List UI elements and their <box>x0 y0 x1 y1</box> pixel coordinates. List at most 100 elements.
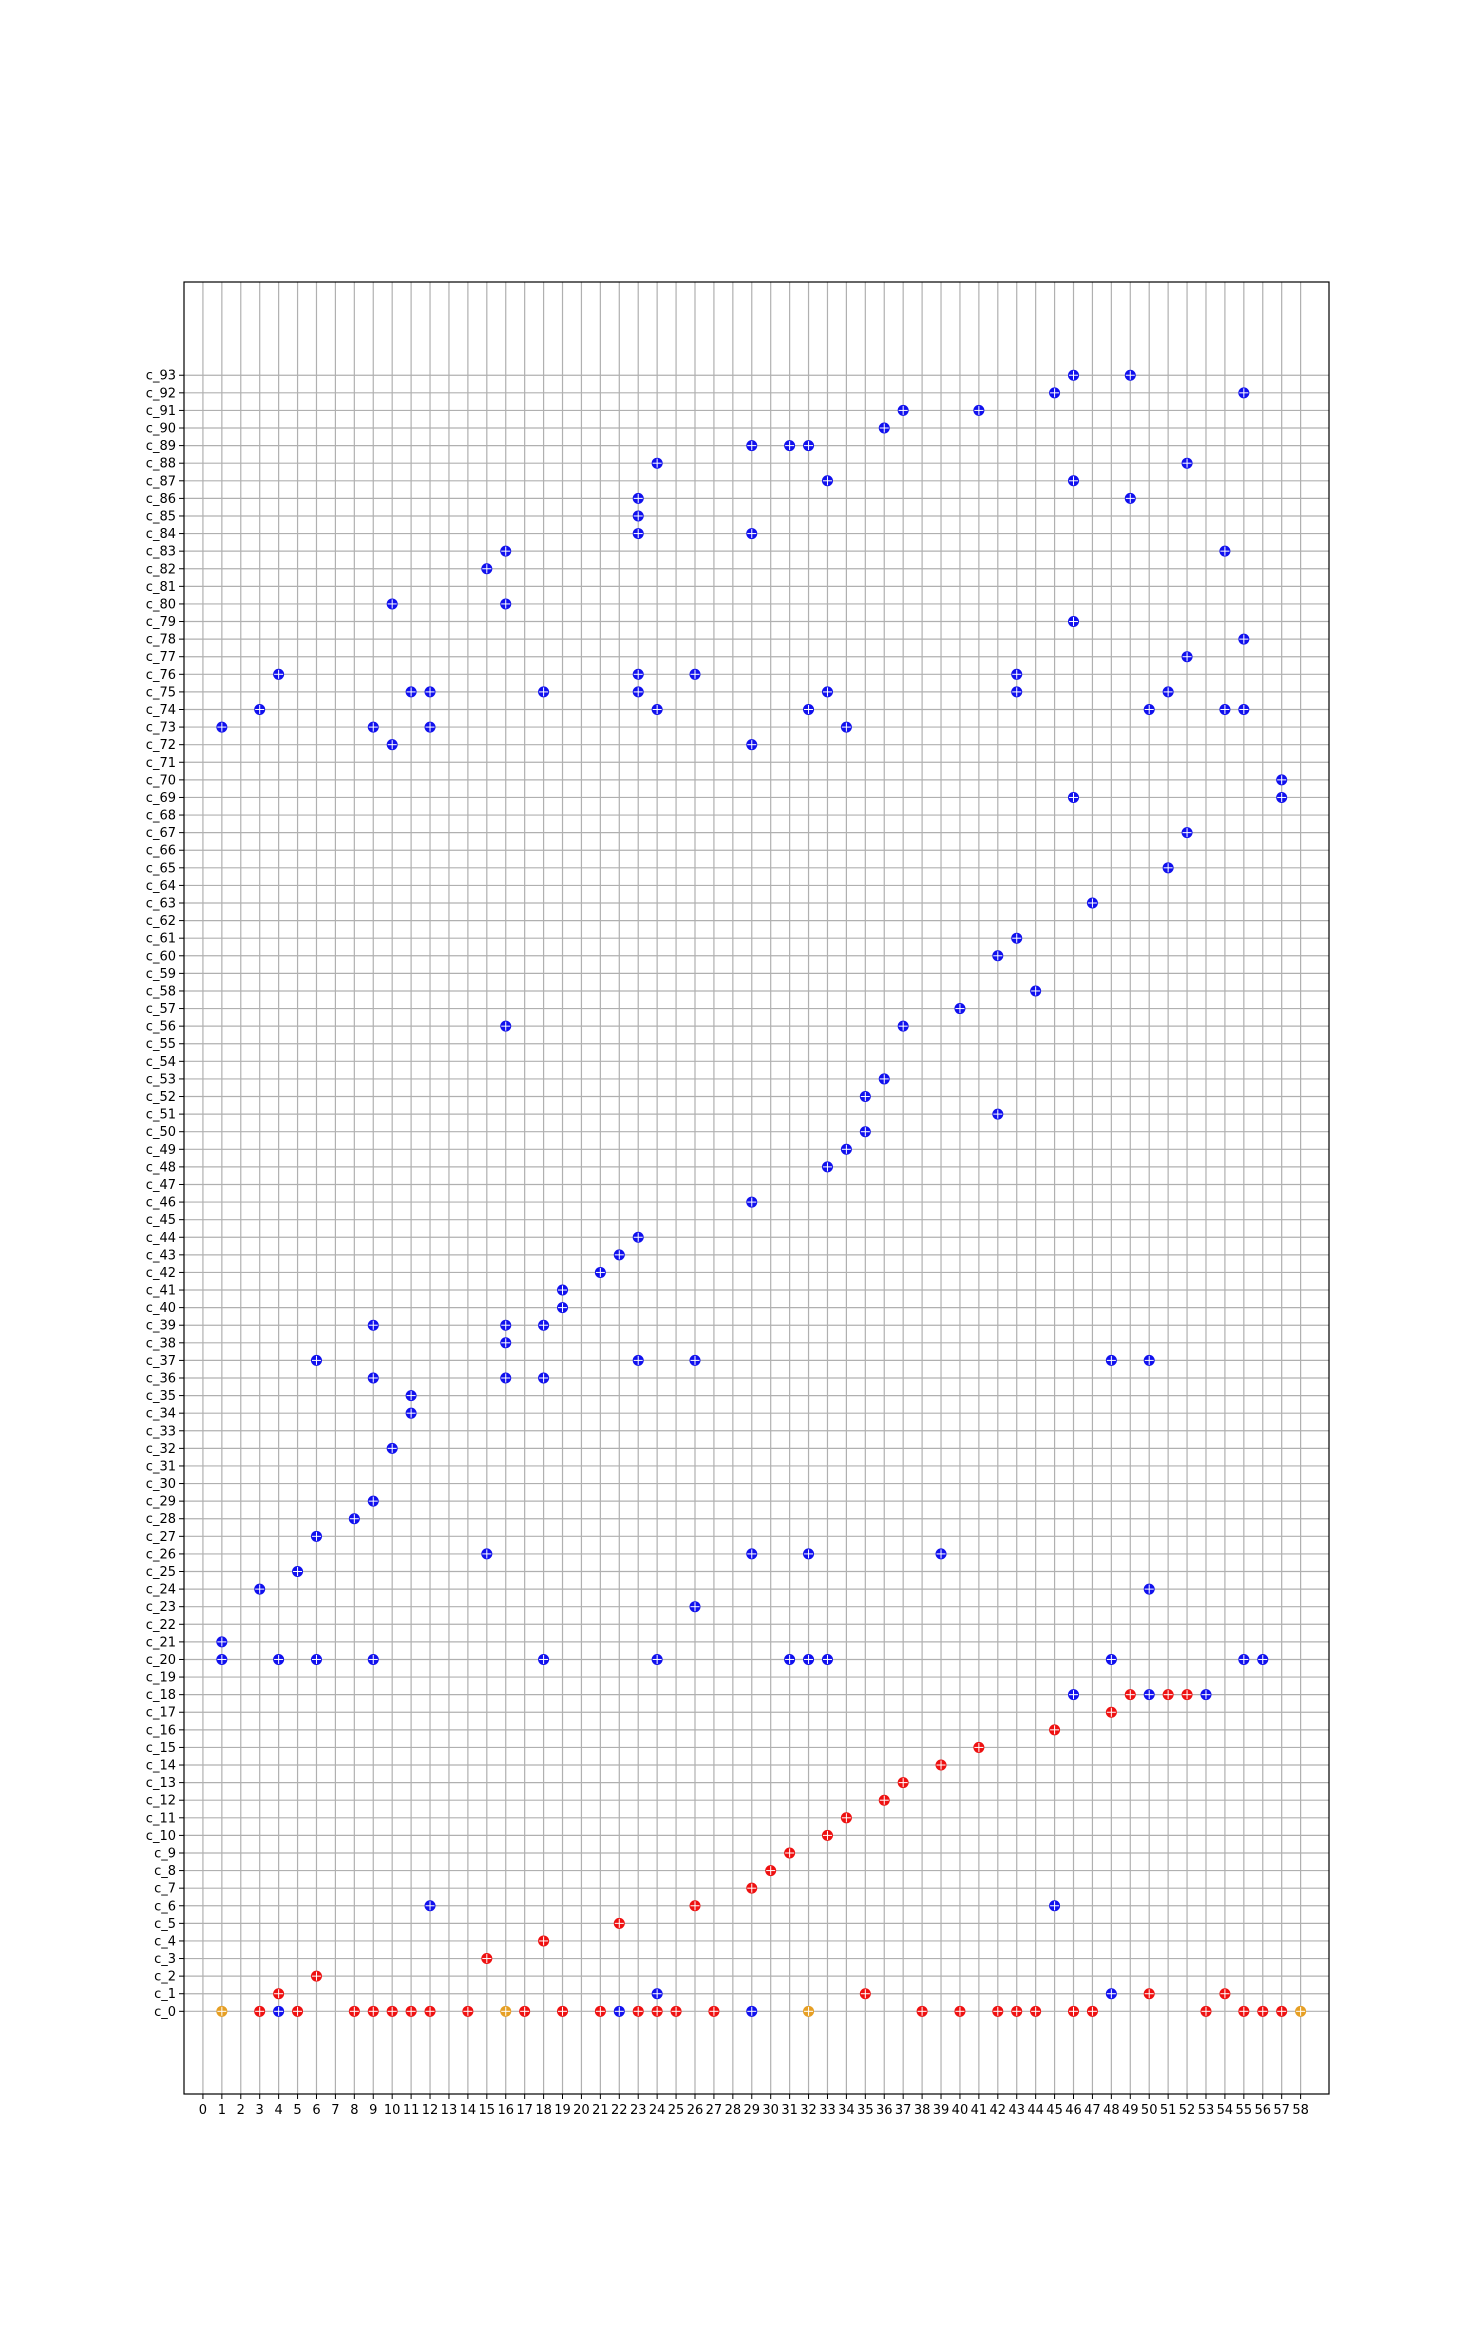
data-point <box>708 2005 720 2017</box>
y-tick-label: c_70 <box>146 773 176 788</box>
data-point <box>386 739 398 751</box>
y-tick-label: c_71 <box>146 756 176 771</box>
data-point <box>784 1653 796 1665</box>
y-tick-label: c_4 <box>154 1934 176 1949</box>
data-point <box>310 1653 322 1665</box>
x-tick-label: 57 <box>1273 2103 1290 2118</box>
x-tick-label: 41 <box>971 2103 988 2118</box>
data-point <box>1105 1706 1117 1718</box>
data-point <box>1181 457 1193 469</box>
data-point <box>1068 2005 1080 2017</box>
y-tick-label: c_87 <box>146 474 176 489</box>
x-tick-label: 23 <box>630 2103 647 2118</box>
y-tick-label: c_83 <box>146 545 176 560</box>
data-point <box>897 1777 909 1789</box>
data-point <box>538 1935 550 1947</box>
data-point <box>992 1108 1004 1120</box>
x-tick-label: 56 <box>1254 2103 1271 2118</box>
data-point <box>367 721 379 733</box>
y-tick-label: c_89 <box>146 439 176 454</box>
data-point <box>689 1900 701 1912</box>
x-tick-label: 30 <box>762 2103 779 2118</box>
x-tick-label: 53 <box>1198 2103 1215 2118</box>
data-point <box>481 1548 493 1560</box>
data-point <box>500 1337 512 1349</box>
data-point <box>803 703 815 715</box>
data-point <box>746 1196 758 1208</box>
data-point <box>632 492 644 504</box>
x-tick-label: 10 <box>384 2103 401 2118</box>
data-point <box>1124 1689 1136 1701</box>
x-tick-label: 4 <box>274 2103 282 2118</box>
data-point <box>538 686 550 698</box>
x-tick-label: 58 <box>1292 2103 1309 2118</box>
data-point <box>803 440 815 452</box>
data-point <box>1200 1689 1212 1701</box>
y-tick-label: c_17 <box>146 1706 176 1721</box>
y-tick-label: c_86 <box>146 492 176 507</box>
y-tick-label: c_44 <box>146 1231 176 1246</box>
data-point <box>1105 1988 1117 2000</box>
x-tick-label: 0 <box>199 2103 207 2118</box>
data-point <box>1049 1900 1061 1912</box>
y-tick-label: c_36 <box>146 1371 176 1386</box>
x-tick-label: 26 <box>687 2103 704 2118</box>
data-point <box>481 1953 493 1965</box>
data-point <box>992 950 1004 962</box>
x-tick-label: 54 <box>1217 2103 1234 2118</box>
data-point <box>292 1566 304 1578</box>
data-point <box>367 1372 379 1384</box>
y-tick-label: c_75 <box>146 685 176 700</box>
data-point <box>1068 369 1080 381</box>
data-point <box>746 440 758 452</box>
data-point <box>500 1020 512 1032</box>
x-tick-label: 50 <box>1141 2103 1158 2118</box>
y-tick-label: c_88 <box>146 457 176 472</box>
y-tick-label: c_61 <box>146 932 176 947</box>
data-point <box>689 668 701 680</box>
y-tick-label: c_10 <box>146 1829 176 1844</box>
x-tick-label: 7 <box>331 2103 339 2118</box>
y-tick-label: c_77 <box>146 650 176 665</box>
y-tick-label: c_60 <box>146 949 176 964</box>
data-point <box>632 528 644 540</box>
x-tick-label: 46 <box>1065 2103 1082 2118</box>
data-point <box>538 1319 550 1331</box>
data-point <box>840 1812 852 1824</box>
data-point <box>405 2005 417 2017</box>
data-point <box>821 1829 833 1841</box>
data-point <box>632 510 644 522</box>
data-point <box>500 1319 512 1331</box>
data-point <box>1257 1653 1269 1665</box>
data-point <box>897 1020 909 1032</box>
data-point <box>1257 2005 1269 2017</box>
data-point <box>632 1354 644 1366</box>
data-point <box>803 2005 815 2017</box>
data-point <box>1276 774 1288 786</box>
data-point <box>1124 492 1136 504</box>
data-point <box>992 2005 1004 2017</box>
data-point <box>1049 1724 1061 1736</box>
x-tick-label: 13 <box>441 2103 458 2118</box>
data-point <box>632 686 644 698</box>
data-point <box>594 2005 606 2017</box>
x-tick-label: 8 <box>350 2103 358 2118</box>
y-tick-label: c_76 <box>146 668 176 683</box>
x-axis-ticks: 0 1 2 3 4 5 6 7 8 9 10 11 12 13 14 15 16 17 18 19 20 21 22 23 24… <box>199 2094 1309 2118</box>
data-point <box>821 686 833 698</box>
data-point <box>216 1636 228 1648</box>
y-tick-label: c_90 <box>146 422 176 437</box>
data-point <box>935 1759 947 1771</box>
data-point <box>613 1249 625 1261</box>
x-tick-label: 12 <box>422 2103 439 2118</box>
data-point <box>273 1653 285 1665</box>
y-tick-label: c_35 <box>146 1389 176 1404</box>
data-point <box>254 703 266 715</box>
y-tick-label: c_45 <box>146 1213 176 1228</box>
x-tick-label: 29 <box>743 2103 760 2118</box>
data-point <box>1105 1354 1117 1366</box>
data-point <box>1181 651 1193 663</box>
y-tick-label: c_78 <box>146 633 176 648</box>
data-point <box>1143 1583 1155 1595</box>
data-point <box>216 721 228 733</box>
